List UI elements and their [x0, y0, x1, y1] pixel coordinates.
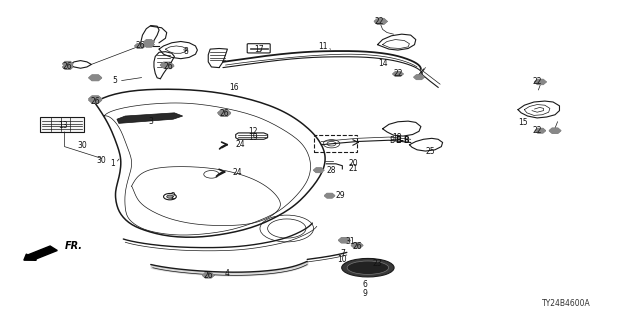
Polygon shape	[89, 97, 102, 103]
Polygon shape	[218, 111, 230, 116]
Text: 18: 18	[392, 132, 401, 141]
Text: 16: 16	[229, 83, 239, 92]
Text: 26: 26	[352, 242, 362, 251]
Polygon shape	[161, 62, 173, 68]
Polygon shape	[534, 79, 546, 84]
Text: 13: 13	[58, 121, 68, 130]
Ellipse shape	[347, 261, 388, 274]
Ellipse shape	[342, 259, 394, 277]
Bar	[40, 117, 84, 132]
Text: 9: 9	[362, 289, 367, 298]
Polygon shape	[414, 75, 424, 79]
Text: 26: 26	[163, 61, 173, 70]
Polygon shape	[314, 168, 324, 172]
Polygon shape	[202, 273, 214, 278]
Text: 24: 24	[232, 168, 242, 177]
FancyArrow shape	[24, 246, 58, 260]
Text: 1: 1	[110, 159, 115, 168]
Text: B-B: B-B	[389, 136, 402, 145]
Text: 22: 22	[393, 69, 403, 78]
Text: 26: 26	[90, 97, 100, 106]
Polygon shape	[339, 238, 350, 243]
Polygon shape	[144, 43, 154, 47]
Polygon shape	[89, 96, 102, 101]
Text: B-B: B-B	[396, 136, 410, 145]
Polygon shape	[117, 113, 182, 123]
Polygon shape	[393, 72, 403, 76]
Polygon shape	[374, 19, 387, 24]
Polygon shape	[163, 64, 173, 68]
Text: 12: 12	[248, 127, 258, 136]
Polygon shape	[135, 44, 145, 48]
Text: 17: 17	[255, 44, 264, 54]
Polygon shape	[144, 40, 154, 44]
Text: 29: 29	[335, 190, 345, 200]
Text: 22: 22	[532, 126, 542, 135]
Text: 30: 30	[77, 141, 87, 150]
Text: 3: 3	[148, 117, 153, 126]
Circle shape	[167, 195, 173, 198]
Polygon shape	[549, 128, 561, 133]
Text: 23: 23	[372, 259, 382, 268]
Text: 2: 2	[171, 192, 175, 201]
Text: 10: 10	[337, 255, 347, 264]
Text: 14: 14	[378, 59, 387, 68]
Bar	[314, 135, 357, 152]
Text: 22: 22	[374, 17, 383, 26]
Text: 6: 6	[362, 280, 367, 289]
Text: 24: 24	[236, 140, 245, 149]
Polygon shape	[351, 243, 363, 248]
Text: 7: 7	[340, 250, 345, 259]
Text: 19: 19	[248, 132, 258, 141]
Text: 26: 26	[135, 41, 145, 51]
Polygon shape	[324, 194, 335, 198]
Polygon shape	[535, 129, 545, 133]
Text: 26: 26	[204, 271, 213, 280]
Polygon shape	[89, 75, 102, 81]
Text: TY24B4600A: TY24B4600A	[541, 299, 590, 308]
Text: 28: 28	[327, 166, 336, 175]
Text: 26: 26	[63, 62, 72, 71]
Text: 22: 22	[532, 77, 542, 86]
Text: 20: 20	[348, 159, 358, 168]
Text: 8: 8	[184, 47, 188, 56]
Text: 25: 25	[425, 147, 435, 156]
Text: 30: 30	[97, 156, 106, 165]
Text: 5: 5	[112, 76, 117, 85]
Text: 26: 26	[220, 109, 229, 118]
Polygon shape	[63, 65, 73, 69]
Polygon shape	[218, 110, 230, 116]
Text: 31: 31	[346, 237, 355, 246]
Text: 4: 4	[225, 268, 230, 278]
Polygon shape	[63, 61, 73, 66]
Text: FR.: FR.	[65, 241, 83, 251]
Text: 11: 11	[319, 42, 328, 52]
Text: 21: 21	[348, 164, 358, 173]
Text: 15: 15	[518, 118, 528, 127]
